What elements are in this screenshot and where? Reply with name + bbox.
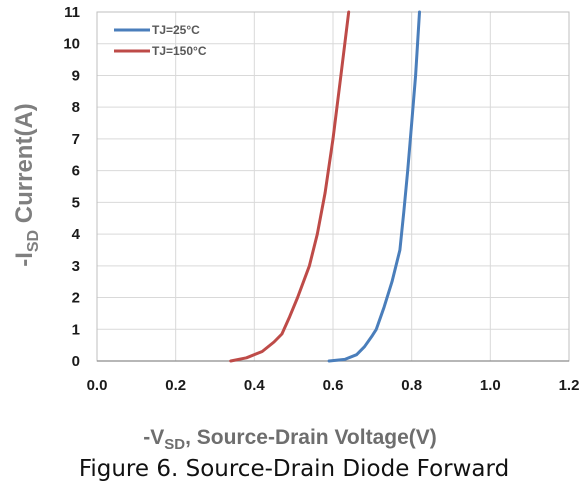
x-axis-label-main: -V xyxy=(143,426,164,449)
x-tick-labels: 0.0 0.2 0.4 0.6 0.8 1.0 1.2 xyxy=(87,377,580,394)
figure-caption: Figure 6. Source-Drain Diode Forward xyxy=(78,456,510,482)
x-tick-label: 1.2 xyxy=(559,377,580,394)
y-axis-label-main: -I xyxy=(11,252,38,267)
series-line-0 xyxy=(327,10,421,363)
y-tick-label: 7 xyxy=(72,131,80,148)
y-tick-label: 9 xyxy=(72,67,80,84)
y-tick-labels: 0 1 2 3 4 5 6 7 8 9 10 11 xyxy=(63,4,80,370)
y-axis-label-rest: Current(A) xyxy=(11,103,38,230)
y-tick-label: 8 xyxy=(72,99,80,116)
legend-label-tj150: TJ=150°C xyxy=(152,44,207,58)
x-tick-label: 0.4 xyxy=(244,377,266,394)
legend: TJ=25°C TJ=150°C xyxy=(114,23,207,58)
legend-label-tj25: TJ=25°C xyxy=(152,23,200,37)
y-tick-label: 1 xyxy=(72,321,80,338)
x-tick-label: 0.0 xyxy=(87,377,108,394)
y-tick-label: 2 xyxy=(72,290,80,307)
y-tick-label: 6 xyxy=(72,163,80,180)
y-tick-label: 3 xyxy=(72,258,80,275)
y-axis-label-sub: SD xyxy=(25,230,42,252)
series-line-1 xyxy=(229,10,351,363)
x-tick-label: 0.2 xyxy=(165,377,186,394)
x-tick-label: 0.8 xyxy=(401,377,422,394)
series-lines xyxy=(229,10,421,363)
x-tick-label: 0.6 xyxy=(323,377,344,394)
grid-lines xyxy=(96,11,570,362)
y-axis-label: -ISD Current(A) xyxy=(11,103,42,267)
y-tick-label: 11 xyxy=(64,4,80,21)
y-tick-label: 0 xyxy=(72,353,80,370)
y-tick-label: 10 xyxy=(63,36,80,53)
x-tick-label: 1.0 xyxy=(480,377,501,394)
x-axis-label-rest: , Source-Drain Voltage(V) xyxy=(185,426,437,449)
y-tick-label: 5 xyxy=(72,194,80,211)
x-axis-label: -VSD, Source-Drain Voltage(V) xyxy=(143,426,437,453)
y-tick-label: 4 xyxy=(72,226,81,243)
x-axis-label-sub: SD xyxy=(164,436,185,453)
